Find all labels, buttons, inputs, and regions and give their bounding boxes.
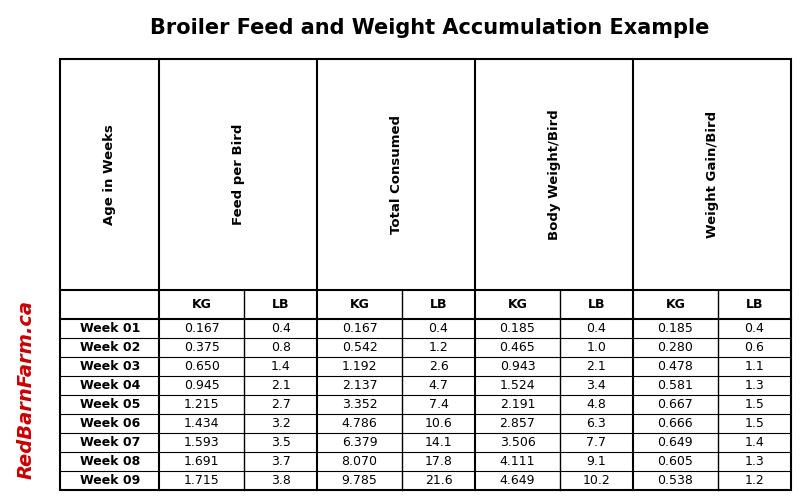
Text: KG: KG bbox=[349, 298, 369, 311]
Text: Week 07: Week 07 bbox=[79, 436, 140, 449]
Text: Week 02: Week 02 bbox=[79, 341, 140, 354]
Text: Feed per Bird: Feed per Bird bbox=[232, 124, 245, 225]
Text: 14.1: 14.1 bbox=[424, 436, 452, 449]
Text: 1.4: 1.4 bbox=[270, 360, 290, 373]
Text: Body Weight/Bird: Body Weight/Bird bbox=[547, 109, 560, 240]
Text: 0.649: 0.649 bbox=[657, 436, 692, 449]
Text: 3.352: 3.352 bbox=[342, 398, 377, 411]
Text: 1.0: 1.0 bbox=[585, 341, 606, 354]
Text: 0.8: 0.8 bbox=[270, 341, 290, 354]
Text: 1.192: 1.192 bbox=[342, 360, 377, 373]
Text: 1.1: 1.1 bbox=[743, 360, 764, 373]
Text: 0.280: 0.280 bbox=[657, 341, 692, 354]
Text: 1.434: 1.434 bbox=[184, 417, 219, 430]
Text: 1.215: 1.215 bbox=[184, 398, 219, 411]
Text: Week 09: Week 09 bbox=[79, 474, 140, 487]
Text: LB: LB bbox=[429, 298, 447, 311]
Text: RedBarnFarm.ca: RedBarnFarm.ca bbox=[17, 300, 36, 479]
Text: 2.1: 2.1 bbox=[270, 379, 290, 392]
Text: 0.465: 0.465 bbox=[499, 341, 535, 354]
Text: 0.605: 0.605 bbox=[657, 455, 692, 468]
Text: 1.4: 1.4 bbox=[743, 436, 764, 449]
Text: LB: LB bbox=[272, 298, 289, 311]
Text: KG: KG bbox=[507, 298, 527, 311]
Text: 7.7: 7.7 bbox=[585, 436, 606, 449]
Text: 2.191: 2.191 bbox=[499, 398, 535, 411]
Text: 1.593: 1.593 bbox=[184, 436, 219, 449]
Text: 9.785: 9.785 bbox=[341, 474, 377, 487]
Text: 7.4: 7.4 bbox=[428, 398, 448, 411]
Text: 1.2: 1.2 bbox=[743, 474, 764, 487]
Text: 1.691: 1.691 bbox=[184, 455, 219, 468]
Text: 0.167: 0.167 bbox=[184, 322, 219, 335]
Text: 0.375: 0.375 bbox=[184, 341, 220, 354]
Text: LB: LB bbox=[587, 298, 605, 311]
Text: 0.542: 0.542 bbox=[342, 341, 377, 354]
Text: 0.478: 0.478 bbox=[657, 360, 692, 373]
Text: 3.2: 3.2 bbox=[270, 417, 290, 430]
Text: 9.1: 9.1 bbox=[585, 455, 606, 468]
Text: Week 01: Week 01 bbox=[79, 322, 140, 335]
Text: 21.6: 21.6 bbox=[424, 474, 452, 487]
Text: 1.524: 1.524 bbox=[499, 379, 535, 392]
Text: 10.2: 10.2 bbox=[581, 474, 610, 487]
Text: Week 03: Week 03 bbox=[79, 360, 140, 373]
Text: 1.5: 1.5 bbox=[743, 398, 764, 411]
Text: 4.649: 4.649 bbox=[499, 474, 535, 487]
Text: 2.137: 2.137 bbox=[342, 379, 377, 392]
Text: 0.945: 0.945 bbox=[184, 379, 219, 392]
Text: 3.5: 3.5 bbox=[270, 436, 290, 449]
Text: KG: KG bbox=[665, 298, 684, 311]
Text: 0.6: 0.6 bbox=[743, 341, 764, 354]
Text: 4.7: 4.7 bbox=[428, 379, 448, 392]
Text: 0.538: 0.538 bbox=[657, 474, 692, 487]
Text: 4.8: 4.8 bbox=[585, 398, 606, 411]
Text: 1.3: 1.3 bbox=[743, 455, 764, 468]
Text: 6.3: 6.3 bbox=[585, 417, 606, 430]
Text: 0.4: 0.4 bbox=[428, 322, 448, 335]
Text: 2.6: 2.6 bbox=[428, 360, 448, 373]
Text: Week 05: Week 05 bbox=[79, 398, 140, 411]
Text: 2.7: 2.7 bbox=[270, 398, 290, 411]
Text: 1.5: 1.5 bbox=[743, 417, 764, 430]
Text: 0.167: 0.167 bbox=[342, 322, 377, 335]
Text: 4.111: 4.111 bbox=[499, 455, 535, 468]
Text: 2.1: 2.1 bbox=[585, 360, 606, 373]
Text: 3.4: 3.4 bbox=[585, 379, 606, 392]
Text: 3.8: 3.8 bbox=[270, 474, 290, 487]
Text: Week 04: Week 04 bbox=[79, 379, 140, 392]
Text: 0.667: 0.667 bbox=[657, 398, 692, 411]
Text: 0.4: 0.4 bbox=[270, 322, 290, 335]
Text: 17.8: 17.8 bbox=[424, 455, 452, 468]
Text: 1.715: 1.715 bbox=[184, 474, 219, 487]
Text: 0.943: 0.943 bbox=[499, 360, 535, 373]
Text: 0.4: 0.4 bbox=[585, 322, 606, 335]
Text: Week 06: Week 06 bbox=[79, 417, 140, 430]
Text: 0.581: 0.581 bbox=[657, 379, 692, 392]
Text: Total Consumed: Total Consumed bbox=[389, 115, 403, 234]
Text: 6.379: 6.379 bbox=[342, 436, 377, 449]
Text: 3.506: 3.506 bbox=[499, 436, 535, 449]
Text: Weight Gain/Bird: Weight Gain/Bird bbox=[705, 111, 718, 238]
Text: Age in Weeks: Age in Weeks bbox=[103, 124, 116, 225]
Text: 2.857: 2.857 bbox=[499, 417, 535, 430]
Text: 3.7: 3.7 bbox=[270, 455, 290, 468]
Text: 0.185: 0.185 bbox=[499, 322, 535, 335]
Text: 8.070: 8.070 bbox=[341, 455, 377, 468]
Text: 0.185: 0.185 bbox=[657, 322, 692, 335]
Text: Week 08: Week 08 bbox=[79, 455, 140, 468]
Text: LB: LB bbox=[744, 298, 762, 311]
Text: 10.6: 10.6 bbox=[424, 417, 452, 430]
Text: 1.3: 1.3 bbox=[743, 379, 764, 392]
Text: 0.666: 0.666 bbox=[657, 417, 692, 430]
Text: 0.4: 0.4 bbox=[743, 322, 764, 335]
Text: 1.2: 1.2 bbox=[428, 341, 448, 354]
Text: 0.650: 0.650 bbox=[184, 360, 220, 373]
Text: 4.786: 4.786 bbox=[342, 417, 377, 430]
Text: KG: KG bbox=[192, 298, 212, 311]
Text: Broiler Feed and Weight Accumulation Example: Broiler Feed and Weight Accumulation Exa… bbox=[150, 18, 708, 38]
